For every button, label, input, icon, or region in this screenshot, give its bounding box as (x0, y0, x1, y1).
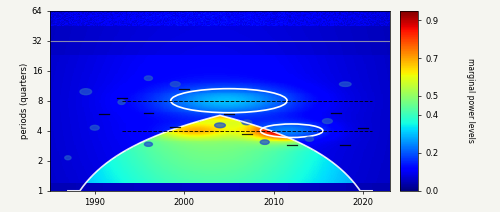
Ellipse shape (214, 123, 226, 128)
Ellipse shape (322, 119, 332, 124)
Ellipse shape (144, 142, 152, 146)
Text: marginal power levels: marginal power levels (466, 58, 474, 143)
Ellipse shape (242, 120, 252, 125)
Ellipse shape (144, 76, 152, 80)
Ellipse shape (90, 125, 99, 130)
Y-axis label: periods (quarters): periods (quarters) (20, 63, 29, 139)
Ellipse shape (80, 89, 92, 95)
Ellipse shape (65, 156, 71, 160)
Ellipse shape (306, 137, 314, 141)
Ellipse shape (118, 100, 125, 105)
Ellipse shape (260, 140, 269, 144)
Ellipse shape (170, 82, 180, 87)
Ellipse shape (340, 82, 351, 86)
